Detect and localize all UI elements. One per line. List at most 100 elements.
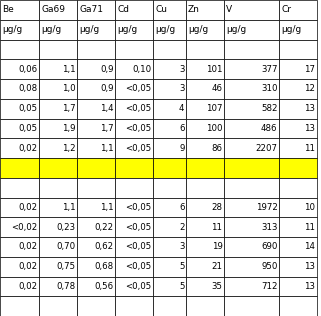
Bar: [153, 79, 186, 99]
Text: <0,05: <0,05: [125, 242, 152, 251]
Bar: [115, 158, 153, 178]
Text: 0,78: 0,78: [56, 282, 75, 291]
Text: 12: 12: [305, 84, 316, 93]
Text: 13: 13: [305, 104, 316, 113]
Bar: [279, 296, 317, 316]
Bar: [279, 276, 317, 296]
Bar: [115, 257, 153, 276]
Text: 4: 4: [179, 104, 185, 113]
Bar: [279, 178, 317, 198]
Text: <0,05: <0,05: [125, 262, 152, 271]
Bar: [0, 198, 39, 217]
Bar: [0, 20, 39, 40]
Bar: [186, 158, 224, 178]
Bar: [0, 257, 39, 276]
Bar: [115, 20, 153, 40]
Bar: [153, 40, 186, 59]
Text: 1,2: 1,2: [62, 144, 75, 153]
Bar: [77, 158, 115, 178]
Text: Cr: Cr: [281, 5, 291, 14]
Bar: [186, 0, 224, 20]
Bar: [153, 20, 186, 40]
Bar: [279, 40, 317, 59]
Text: 0,02: 0,02: [18, 282, 38, 291]
Text: 1,1: 1,1: [100, 144, 114, 153]
Bar: [39, 138, 77, 158]
Text: μg/g: μg/g: [2, 25, 22, 34]
Text: 11: 11: [305, 144, 316, 153]
Bar: [39, 178, 77, 198]
Bar: [115, 198, 153, 217]
Bar: [115, 118, 153, 138]
Bar: [186, 79, 224, 99]
Bar: [77, 59, 115, 79]
Bar: [224, 138, 279, 158]
Bar: [39, 217, 77, 237]
Bar: [279, 20, 317, 40]
Bar: [115, 138, 153, 158]
Text: 2: 2: [179, 223, 185, 232]
Text: 582: 582: [261, 104, 277, 113]
Text: 0,05: 0,05: [18, 104, 38, 113]
Bar: [39, 296, 77, 316]
Bar: [115, 0, 153, 20]
Text: 0,75: 0,75: [56, 262, 75, 271]
Bar: [153, 217, 186, 237]
Text: 1,7: 1,7: [62, 104, 75, 113]
Bar: [153, 0, 186, 20]
Text: μg/g: μg/g: [188, 25, 208, 34]
Bar: [224, 79, 279, 99]
Bar: [224, 276, 279, 296]
Bar: [39, 20, 77, 40]
Text: 6: 6: [179, 124, 185, 133]
Bar: [77, 99, 115, 118]
Bar: [0, 99, 39, 118]
Text: 310: 310: [261, 84, 277, 93]
Bar: [224, 198, 279, 217]
Bar: [77, 40, 115, 59]
Text: 13: 13: [305, 262, 316, 271]
Bar: [153, 99, 186, 118]
Bar: [224, 20, 279, 40]
Bar: [39, 40, 77, 59]
Bar: [115, 237, 153, 257]
Text: 712: 712: [261, 282, 277, 291]
Bar: [279, 138, 317, 158]
Bar: [153, 59, 186, 79]
Bar: [186, 40, 224, 59]
Text: 0,9: 0,9: [100, 84, 114, 93]
Bar: [0, 217, 39, 237]
Text: Cd: Cd: [117, 5, 129, 14]
Bar: [279, 217, 317, 237]
Text: 0,22: 0,22: [94, 223, 114, 232]
Text: 0,68: 0,68: [94, 262, 114, 271]
Bar: [279, 79, 317, 99]
Text: 0,23: 0,23: [56, 223, 75, 232]
Text: 0,9: 0,9: [100, 65, 114, 74]
Text: 1,9: 1,9: [62, 124, 75, 133]
Bar: [39, 59, 77, 79]
Text: 21: 21: [212, 262, 222, 271]
Text: 0,02: 0,02: [18, 144, 38, 153]
Text: 3: 3: [179, 242, 185, 251]
Text: 11: 11: [212, 223, 222, 232]
Text: 1,1: 1,1: [100, 203, 114, 212]
Bar: [77, 296, 115, 316]
Text: <0,05: <0,05: [125, 84, 152, 93]
Text: 6: 6: [179, 203, 185, 212]
Text: Ga71: Ga71: [79, 5, 103, 14]
Bar: [279, 257, 317, 276]
Text: 107: 107: [206, 104, 222, 113]
Bar: [77, 138, 115, 158]
Bar: [279, 99, 317, 118]
Bar: [77, 237, 115, 257]
Text: V: V: [226, 5, 232, 14]
Text: 5: 5: [179, 282, 185, 291]
Text: μg/g: μg/g: [281, 25, 301, 34]
Text: 1,1: 1,1: [62, 65, 75, 74]
Text: μg/g: μg/g: [226, 25, 246, 34]
Bar: [0, 296, 39, 316]
Bar: [153, 296, 186, 316]
Bar: [77, 0, 115, 20]
Bar: [0, 79, 39, 99]
